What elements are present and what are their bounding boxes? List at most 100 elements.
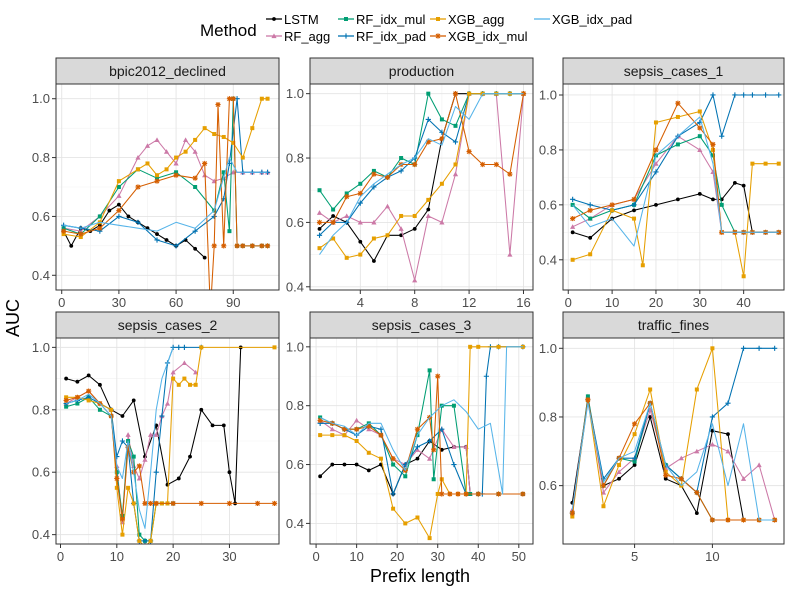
panel-border: [309, 83, 534, 291]
data-point: [188, 382, 193, 387]
data-point: [570, 215, 576, 222]
data-point: [98, 382, 102, 387]
x-tick-label: 10: [110, 549, 124, 564]
data-point: [316, 219, 323, 226]
data-point: [371, 236, 376, 241]
data-point: [192, 228, 198, 234]
data-point: [710, 346, 715, 351]
data-point: [210, 423, 215, 428]
data-point: [588, 216, 593, 221]
data-point: [697, 134, 702, 139]
series-group: [63, 344, 278, 544]
data-point: [617, 463, 622, 468]
data-point: [451, 403, 456, 408]
x-tick-label: 10: [349, 549, 363, 564]
data-point: [631, 421, 638, 427]
data-point: [663, 476, 668, 481]
series-line: [572, 182, 779, 239]
data-point: [697, 147, 703, 152]
y-tick-label: 0.8: [32, 402, 50, 417]
data-point: [710, 147, 715, 152]
series-line: [571, 395, 776, 521]
data-point: [663, 472, 669, 478]
data-point: [330, 219, 336, 226]
data-point: [193, 382, 198, 387]
data-point: [342, 433, 347, 438]
data-point: [135, 154, 141, 160]
data-point: [710, 428, 715, 433]
data-point: [585, 394, 590, 399]
legend-label: XGB_agg: [448, 12, 504, 27]
data-point: [136, 463, 142, 469]
data-point: [63, 397, 69, 404]
data-point: [317, 188, 322, 193]
data-point: [372, 259, 376, 263]
series-line: [65, 347, 174, 529]
data-point: [202, 160, 208, 167]
data-point: [137, 532, 142, 537]
data-point: [357, 200, 363, 206]
data-point: [610, 208, 615, 213]
data-point: [425, 213, 431, 219]
data-point: [317, 417, 323, 423]
panel-sepsis-cases-2: sepsis_cases_2 0 10 20 30 0.4 0.6 0.8 1.0: [32, 311, 280, 564]
data-point: [483, 373, 489, 379]
data-point: [148, 432, 154, 437]
data-point: [226, 96, 233, 102]
x-tick-label: 10: [605, 295, 619, 310]
data-point: [741, 183, 746, 188]
data-point: [144, 143, 151, 148]
data-point: [435, 373, 441, 379]
data-point: [467, 91, 472, 96]
data-point: [756, 345, 762, 351]
data-point: [403, 474, 408, 479]
x-tick-label: 0: [565, 295, 572, 310]
data-point: [120, 414, 125, 418]
data-point: [756, 462, 762, 468]
data-point: [570, 202, 575, 207]
data-point: [455, 491, 461, 497]
data-point: [453, 123, 458, 128]
data-point: [198, 500, 204, 507]
data-point: [344, 191, 349, 196]
data-point: [399, 156, 404, 161]
y-tick-label: 0.8: [539, 409, 557, 424]
data-point: [675, 197, 680, 202]
data-point: [193, 137, 198, 142]
data-point: [391, 506, 396, 511]
legend-entry-xgb-idx-pad: XGB_idx_pad: [534, 12, 632, 27]
panel-border: [309, 337, 534, 545]
data-point: [476, 344, 481, 349]
x-tick-label: 90: [226, 295, 240, 310]
data-point: [415, 515, 420, 520]
data-point: [697, 125, 703, 131]
data-point: [272, 345, 277, 350]
data-point: [600, 483, 607, 489]
data-point: [412, 213, 417, 218]
data-point: [570, 257, 575, 262]
data-point: [587, 202, 593, 208]
x-tick-label: 20: [390, 549, 404, 564]
data-point: [412, 161, 418, 168]
data-point: [435, 491, 440, 496]
data-point: [384, 203, 391, 209]
data-point: [331, 207, 336, 212]
series-line: [65, 347, 242, 504]
data-point: [202, 126, 207, 131]
data-point: [231, 140, 236, 145]
plot-background: [310, 84, 533, 290]
panel-title: sepsis_cases_1: [624, 63, 724, 79]
data-point: [221, 243, 227, 249]
data-point: [399, 213, 404, 218]
data-point: [259, 96, 264, 101]
data-point: [466, 148, 472, 155]
data-point: [439, 447, 444, 452]
data-point: [371, 219, 377, 225]
data-point: [202, 255, 207, 260]
data-point: [740, 345, 747, 351]
data-point: [131, 454, 136, 459]
data-point: [384, 174, 391, 180]
y-tick-label: 1.0: [32, 340, 50, 355]
data-point: [188, 454, 192, 459]
